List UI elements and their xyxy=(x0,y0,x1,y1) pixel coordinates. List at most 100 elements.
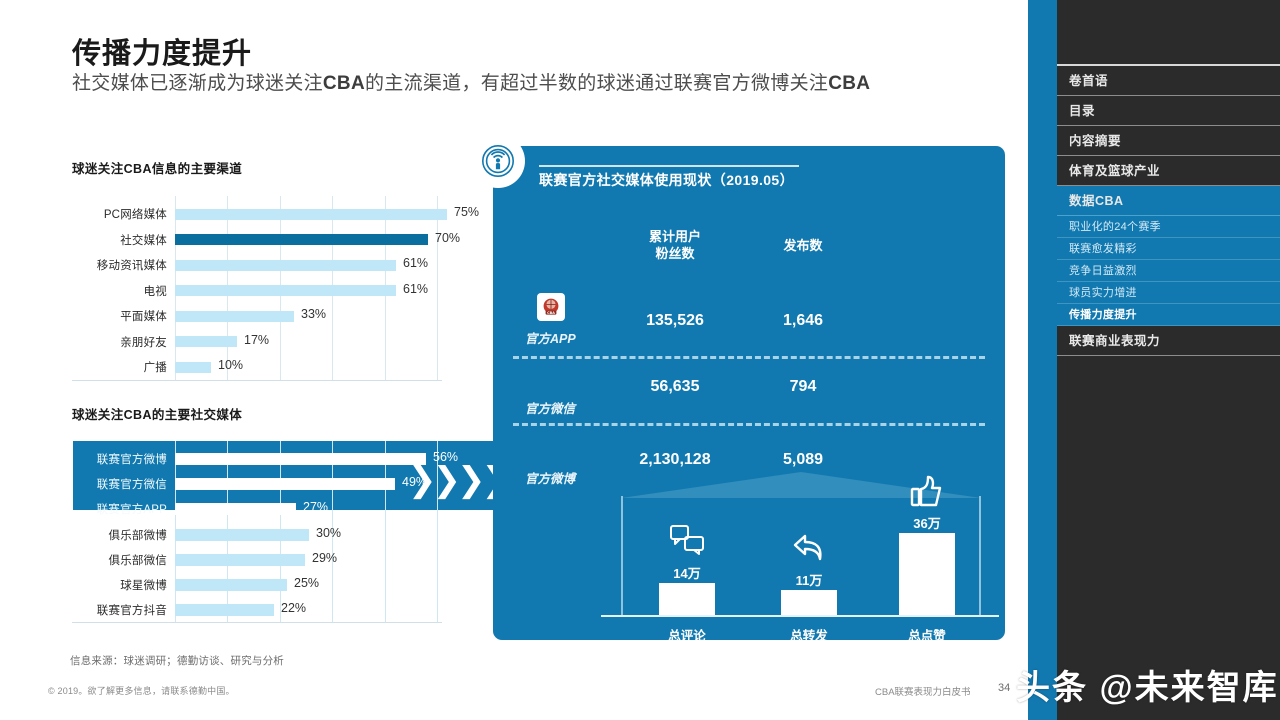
bar-0 xyxy=(175,453,426,465)
bar-label-4: 俱乐部微信 xyxy=(108,554,167,567)
sidebar-item-8[interactable]: 球员实力增进 xyxy=(1057,282,1280,304)
bar-value-2: 61% xyxy=(403,256,429,270)
row-divider-2 xyxy=(513,423,985,426)
bar-label-5: 亲朋好友 xyxy=(120,336,167,349)
copyright-note: © 2019。欲了解更多信息，请联系德勤中国。 xyxy=(48,686,235,696)
svg-text:CBA: CBA xyxy=(547,311,555,315)
row-label-weibo: 官方微博 xyxy=(525,472,576,486)
bar-label-1: 联赛官方微信 xyxy=(96,479,167,492)
bar-label-2: 联赛官方APP xyxy=(96,504,167,517)
page-subtitle: 社交媒体已逐渐成为球迷关注 CBA的主流渠道，有超过半数的球迷通过联赛官方微博关注… xyxy=(72,70,1002,97)
bar-value-6: 22% xyxy=(281,601,307,616)
bar-value-4: 29% xyxy=(312,550,338,565)
row-app-followers: 135,526 xyxy=(646,312,704,329)
sidebar-item-5[interactable]: 职业化的24个赛季 xyxy=(1057,216,1280,238)
row-wechat-posts: 794 xyxy=(789,378,817,395)
bar-label-0: PC网络媒体 xyxy=(103,209,167,221)
bar-value-2: 27% xyxy=(303,500,329,515)
highlight-band xyxy=(73,441,495,510)
bar-value-3: 61% xyxy=(403,281,429,296)
retweet-icon xyxy=(792,532,826,569)
engagement-chart: 14万 总评论 11万 总转发 36万 总点赞 xyxy=(601,472,999,643)
engagement-bar-0 xyxy=(659,583,715,615)
chart-channels: PC网络媒体 75% 社交媒体 70% 移动资讯媒体 61% 电视 61% 平面媒体 33% 亲朋好… xyxy=(72,196,479,381)
bar-label-4: 平面媒体 xyxy=(120,311,167,323)
engagement-caption-0: 总评论 xyxy=(668,629,706,643)
sidebar-item-1[interactable]: 目录 xyxy=(1057,96,1280,126)
chart-1-title: 球迷关注CBA信息的主要渠道 xyxy=(72,162,243,176)
chart-social-media: 联赛官方微博 56% 联赛官方微信 49% 联赛官方APP 27% 俱乐部微博 30% 俱乐部微… xyxy=(72,441,458,623)
bar-2 xyxy=(175,503,296,516)
chevron-arrows-icon: ❯❯❯❯ xyxy=(408,460,510,500)
engagement-value-0: 14万 xyxy=(673,566,701,581)
bar-label-6: 广播 xyxy=(143,362,167,374)
bar-label-1: 社交媒体 xyxy=(120,234,167,247)
row-weibo-posts: 5,089 xyxy=(782,451,824,468)
sidebar-nav[interactable]: 卷首语 目录 内容摘要 体育及篮球产业 数据CBA 职业化的24个赛季 联赛愈发精彩 竞争日益… xyxy=(1057,66,1280,356)
comment-icon xyxy=(670,525,704,560)
panel-title: 联赛官方社交媒体使用现状（2019.05） xyxy=(539,172,795,188)
bar-3 xyxy=(175,285,396,296)
document-name: CBA联赛表现力白皮书 xyxy=(875,687,971,698)
sidebar-item-10[interactable]: 联赛商业表现力 xyxy=(1057,326,1280,356)
engagement-bar-2 xyxy=(899,533,955,615)
chart-2-baseline xyxy=(72,622,442,623)
column-header-followers-line2: 粉丝数 xyxy=(655,246,695,261)
bar-5 xyxy=(175,579,287,591)
subtitle-part-1: 社交媒体已逐渐成为球迷关注 xyxy=(72,73,323,94)
engagement-value-1: 11万 xyxy=(795,573,823,588)
bar-label-0: 联赛官方微博 xyxy=(96,454,167,466)
bar-value-1: 49% xyxy=(402,475,428,490)
bar-6 xyxy=(175,604,274,617)
engagement-caption-2: 总点赞 xyxy=(908,629,946,643)
bar-value-3: 30% xyxy=(316,525,342,540)
sidebar-header-block xyxy=(1057,0,1280,66)
bar-label-5: 球星微博 xyxy=(120,580,167,592)
row-weibo-followers: 2,130,128 xyxy=(639,451,711,468)
subtitle-part-3: 的主流渠道，有超过半数的球迷通过联赛官方微博关注 xyxy=(364,73,829,94)
row-wechat-followers: 56,635 xyxy=(650,378,700,395)
sidebar-item-6[interactable]: 联赛愈发精彩 xyxy=(1057,238,1280,260)
broadcast-icon xyxy=(471,134,525,188)
bar-2 xyxy=(175,259,396,271)
row-label-wechat: 官方微信 xyxy=(525,402,576,416)
bar-value-0: 75% xyxy=(454,205,480,219)
official-social-panel: 联赛官方社交媒体使用现状（2019.05） 累计用户 粉丝数 发布数 CBA 官… xyxy=(471,134,1005,643)
bar-value-0: 56% xyxy=(433,450,459,464)
engagement-caption-1: 总转发 xyxy=(790,629,828,643)
bar-0 xyxy=(175,208,447,220)
sidebar-item-0[interactable]: 卷首语 xyxy=(1057,66,1280,96)
cba-logo-icon: CBA xyxy=(537,293,565,321)
bar-1 xyxy=(175,234,428,245)
sidebar-item-3[interactable]: 体育及篮球产业 xyxy=(1057,156,1280,186)
bar-label-3: 俱乐部微博 xyxy=(108,529,167,542)
bar-label-3: 电视 xyxy=(143,285,167,298)
sidebar-item-7[interactable]: 竞争日益激烈 xyxy=(1057,260,1280,282)
row-divider-1 xyxy=(513,356,985,359)
bar-label-2: 移动资讯媒体 xyxy=(96,260,167,272)
thumbs-up-icon xyxy=(910,475,942,512)
bar-6 xyxy=(175,361,211,373)
chart-2-title: 球迷关注CBA的主要社交媒体 xyxy=(72,408,243,422)
row-label-app: 官方APP xyxy=(525,332,576,346)
sidebar-item-4[interactable]: 数据CBA xyxy=(1057,186,1280,216)
sidebar-item-9[interactable]: 传播力度提升 xyxy=(1057,304,1280,326)
column-header-followers: 累计用户 粉丝数 xyxy=(615,228,735,262)
bar-4 xyxy=(175,310,294,322)
bar-value-4: 33% xyxy=(301,307,327,321)
column-header-followers-line1: 累计用户 xyxy=(648,229,701,244)
source-note: 信息来源：球迷调研；德勤访谈、研究与分析 xyxy=(70,655,284,667)
bar-5 xyxy=(175,336,237,347)
roof-shape xyxy=(621,472,981,498)
bar-label-6: 联赛官方抖音 xyxy=(96,605,167,618)
bar-value-5: 17% xyxy=(244,332,270,347)
bar-1 xyxy=(175,478,395,491)
watermark: 头条 @未来智库 xyxy=(1016,669,1279,707)
nav-accent-strip xyxy=(1028,0,1057,720)
engagement-bar-1 xyxy=(781,590,837,615)
page-number: 34 xyxy=(998,682,1011,694)
sidebar-item-2[interactable]: 内容摘要 xyxy=(1057,126,1280,156)
subtitle-part-4: CBA xyxy=(828,73,871,94)
bar-3 xyxy=(175,528,309,541)
